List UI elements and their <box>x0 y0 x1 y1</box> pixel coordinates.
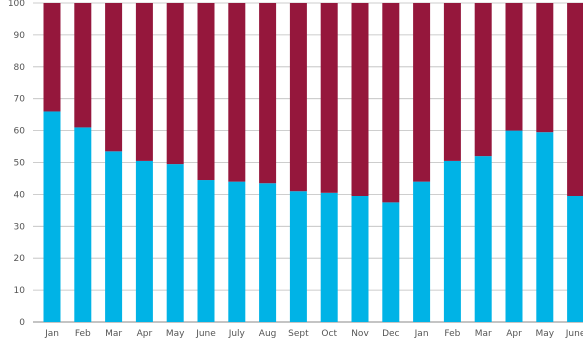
bar-segment-series-2 <box>197 3 215 181</box>
bar-segment-series-2 <box>351 3 369 196</box>
bar-segment-series-2 <box>105 3 123 152</box>
x-tick-label: Mar <box>475 329 492 338</box>
bar-segment-series-2 <box>413 3 431 182</box>
x-tick-label: Oct <box>321 329 337 338</box>
bar-segment-series-2 <box>289 3 307 192</box>
bar-segment-series-1 <box>351 195 369 322</box>
bar-segment-series-2 <box>382 3 400 203</box>
x-tick-label: May <box>166 329 185 338</box>
bar-segment-series-1 <box>567 195 583 322</box>
x-tick-label: Feb <box>75 329 91 338</box>
x-tick-label: June <box>195 329 216 338</box>
x-tick-label: Sept <box>288 329 309 338</box>
y-tick-label: 50 <box>14 159 26 169</box>
y-tick-label: 20 <box>14 254 26 264</box>
bar-segment-series-1 <box>105 151 123 322</box>
bar-segment-series-2 <box>43 3 61 112</box>
bar-segment-series-1 <box>320 192 338 322</box>
bar-segment-series-1 <box>228 181 246 322</box>
bar-segment-series-1 <box>74 127 92 322</box>
bar-segment-series-2 <box>259 3 277 184</box>
x-tick-label: July <box>228 329 246 338</box>
bar-segment-series-1 <box>505 130 523 322</box>
bar-segment-series-1 <box>443 160 461 322</box>
bar-segment-series-1 <box>382 202 400 322</box>
x-tick-label: Dec <box>382 329 399 338</box>
x-tick-label: Jan <box>44 329 59 338</box>
x-tick-label: May <box>535 329 554 338</box>
bar-segment-series-2 <box>320 3 338 193</box>
bar-segment-series-2 <box>443 3 461 161</box>
bar-segment-series-1 <box>413 181 431 322</box>
y-tick-label: 10 <box>14 286 26 296</box>
x-tick-label: Feb <box>444 329 460 338</box>
bar-segment-series-2 <box>228 3 246 182</box>
bar-segment-series-1 <box>474 156 492 322</box>
bar-segment-series-2 <box>567 3 583 196</box>
bar-segment-series-1 <box>135 160 153 322</box>
y-tick-label: 70 <box>14 95 26 105</box>
bar-segment-series-1 <box>197 180 215 322</box>
bar-segment-series-1 <box>166 164 184 322</box>
bar-segment-series-2 <box>74 3 92 128</box>
y-tick-label: 30 <box>14 222 26 232</box>
y-tick-label: 0 <box>19 318 25 328</box>
y-tick-label: 100 <box>8 0 25 9</box>
x-tick-label: June <box>565 329 583 338</box>
x-axis-tick-labels: Jan Feb Mar Apr May June July Aug Sept Oct Nov Dec J… <box>44 329 583 338</box>
bar-segment-series-2 <box>505 3 523 131</box>
bar-segment-series-2 <box>166 3 184 165</box>
x-tick-label: Apr <box>506 329 522 338</box>
y-tick-label: 40 <box>14 190 26 200</box>
bar-segment-series-1 <box>259 183 277 322</box>
bar-segment-series-1 <box>43 111 61 323</box>
y-tick-label: 60 <box>14 127 26 137</box>
y-tick-label: 90 <box>14 31 26 41</box>
y-tick-label: 80 <box>14 63 26 73</box>
bars <box>43 3 583 323</box>
y-axis-tick-labels: 0 10 20 30 40 50 60 70 80 90 100 <box>8 0 25 328</box>
x-tick-label: Nov <box>351 329 369 338</box>
x-tick-label: Aug <box>259 329 277 338</box>
bar-segment-series-2 <box>474 3 492 157</box>
bar-segment-series-1 <box>536 132 554 322</box>
bar-segment-series-2 <box>135 3 153 161</box>
x-tick-label: Apr <box>137 329 153 338</box>
x-tick-label: Jan <box>414 329 429 338</box>
bar-segment-series-1 <box>289 191 307 322</box>
x-tick-label: Mar <box>105 329 122 338</box>
bar-segment-series-2 <box>536 3 554 133</box>
